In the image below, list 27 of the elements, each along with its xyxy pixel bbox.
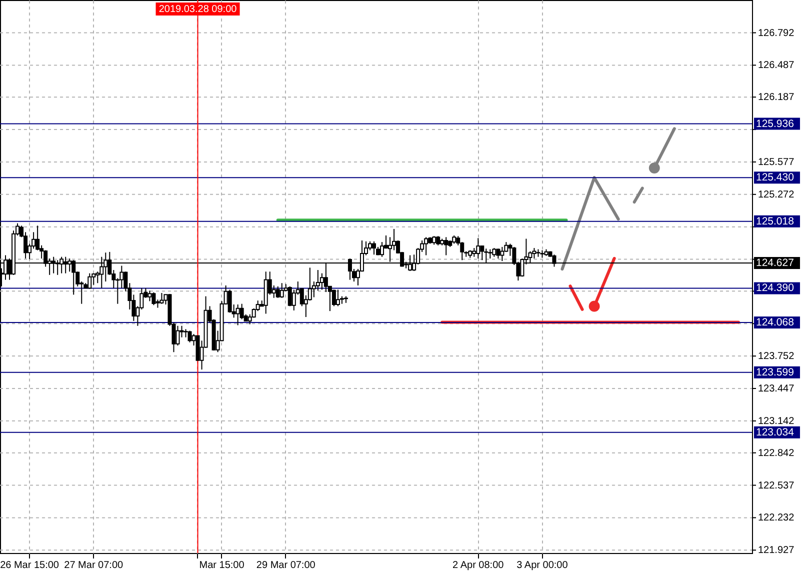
y-tick-label: 123.447	[758, 383, 795, 394]
x-tick-label: Mar 15:00	[199, 560, 245, 571]
ref-line-label: 124.390	[756, 282, 794, 294]
y-tick-label: 123.752	[758, 351, 795, 362]
ref-line-label: 124.068	[756, 316, 794, 328]
x-tick-label: 2019.03.28 09:00	[158, 4, 238, 15]
y-tick-label: 123.142	[758, 416, 795, 427]
ref-line-label: 123.599	[756, 366, 794, 378]
y-tick-label: 122.232	[758, 512, 795, 524]
x-tick-label: 3 Apr 00:00	[516, 560, 568, 571]
x-tick-label: 29 Mar 07:00	[256, 560, 316, 571]
ref-line-label: 124.627	[756, 256, 794, 269]
y-tick-label: 126.792	[758, 28, 795, 39]
y-tick-label: 126.487	[758, 60, 795, 72]
ref-line-label: 125.936	[756, 118, 794, 130]
y-tick-label: 122.842	[758, 448, 795, 459]
x-tick-label: 26 Mar 15:00	[0, 560, 60, 571]
y-tick-label: 122.537	[758, 480, 795, 492]
ref-line-label: 125.018	[756, 215, 794, 228]
y-tick-label: 125.272	[758, 189, 795, 200]
y-tick-label: 126.187	[758, 92, 795, 104]
x-tick-label: 27 Mar 07:00	[64, 560, 124, 571]
x-tick-label: 2 Apr 08:00	[452, 560, 504, 571]
ref-line-label: 125.430	[756, 172, 794, 184]
y-tick-label: 125.577	[758, 156, 795, 168]
ref-line-label: 123.034	[756, 426, 794, 438]
y-tick-label: 121.927	[758, 545, 795, 556]
